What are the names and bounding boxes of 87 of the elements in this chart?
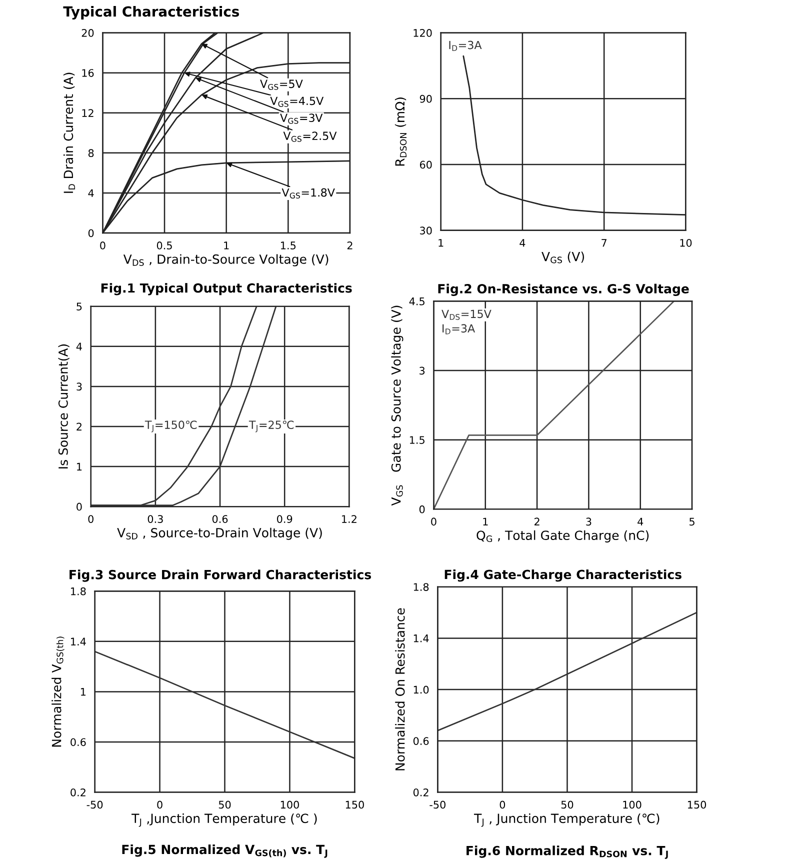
text: V$_{GS}$ Gate to Source Voltage (V): [391, 306, 404, 506]
y-tick-label: 4: [76, 342, 82, 350]
y-tick-label: 90: [420, 94, 432, 103]
x-tick-label: 100: [280, 800, 299, 809]
x-tick-label: 0: [157, 800, 162, 809]
x-tick-label: 7: [602, 239, 607, 247]
x-tick-label: 3: [586, 518, 592, 526]
y-tick-label: 1: [77, 462, 82, 470]
y-tick-label: 1.4: [414, 634, 429, 642]
x-axis-title: Q$_{G}$ , Total Gate Charge (nC): [476, 530, 649, 542]
y-tick-label: 1.0: [414, 686, 429, 694]
x-tick-label: 2: [534, 518, 540, 526]
text: Fig.5 Normalized V$_{GS(th)}$ vs. T$_{J}$: [122, 844, 328, 858]
x-tick-label: 1: [224, 242, 229, 250]
y-tick-label: 1.4: [71, 638, 86, 646]
annotation: V$_{GS}$=5V: [260, 80, 303, 90]
y-tick-label: 8: [88, 149, 94, 158]
y-tick-label: 0: [76, 502, 82, 511]
x-tick-label: 1: [483, 518, 488, 526]
x-tick-label: -50: [430, 800, 446, 809]
y-tick-label: 1.8: [71, 587, 86, 596]
x-tick-label: 150: [346, 800, 364, 809]
y-tick-label: 120: [414, 29, 432, 37]
annotation: V$_{GS}$=2.5V: [283, 132, 337, 142]
text: Fig.4 Gate-Charge Characteristics: [444, 569, 682, 582]
y-tick-label: 0.2: [70, 788, 86, 796]
y-tick-label: 1.8: [414, 583, 429, 591]
text: Typical Characteristics: [63, 6, 240, 20]
x-axis-title: T$_{J}$ ,Junction Temperature (℃ ): [132, 813, 317, 827]
x-tick-label: 50: [218, 800, 231, 809]
y-tick-label: 0.2: [413, 788, 428, 796]
y-tick-label: 4.5: [409, 298, 424, 306]
y-tick-label: 16: [82, 69, 94, 77]
x-tick-label: 5: [690, 518, 694, 526]
annotation: V$_{GS}$=4.5V: [270, 96, 324, 107]
y-tick-label: 0: [419, 505, 425, 514]
annotation: V$_{DS}$=15V: [442, 310, 492, 320]
annotation: I$_{D}$=3A: [449, 40, 482, 51]
text: Fig.3 Source Drain Forward Characteristics: [70, 570, 372, 582]
x-axis-title: T$_{J}$ , Junction Temperature (℃): [474, 813, 660, 827]
annotation: V$_{GS}$=3V: [280, 114, 323, 124]
x-tick-label: -50: [86, 800, 103, 809]
x-tick-label: 150: [688, 800, 706, 809]
y-axis-title: R$_{DSON}$ (mΩ): [394, 98, 407, 166]
y-axis-title: Normalized On Resistance: [395, 608, 405, 770]
y-axis-title: Is Source Current(A): [58, 344, 70, 468]
x-tick-label: 0.9: [277, 515, 292, 523]
x-tick-label: 10: [680, 238, 692, 247]
y-tick-label: 20: [82, 29, 94, 37]
series-label: T$_{J}$=150℃: [144, 420, 197, 432]
y-tick-label: 60: [420, 160, 432, 169]
text: Fig.2 On-Resistance vs. G-S Voltage: [438, 284, 689, 296]
x-tick-label: 1: [438, 239, 444, 247]
x-tick-label: 1.5: [281, 242, 296, 250]
text: Fig.6 Normalized R$_{DSON}$ vs. T$_{J}$: [466, 846, 668, 859]
y-tick-label: 0.6: [413, 737, 429, 745]
y-tick-label: 0: [88, 229, 94, 238]
x-tick-label: 0: [500, 800, 506, 809]
x-axis-title: V$_{SD}$ , Source-to-Drain Voltage (V): [117, 528, 322, 540]
x-tick-label: 0.5: [156, 242, 172, 250]
x-axis-title: V$_{GS}$ (V): [542, 252, 584, 264]
y-tick-label: 1.5: [410, 436, 424, 444]
y-tick-label: 0.6: [70, 738, 86, 746]
text: Fig.1 Typical Output Characteristics: [101, 283, 352, 296]
y-tick-label: 4: [88, 189, 94, 197]
x-tick-label: 4: [638, 518, 644, 526]
x-tick-label: 0.3: [148, 515, 163, 523]
y-tick-label: 2: [76, 422, 82, 430]
x-tick-label: 50: [561, 800, 574, 809]
x-tick-label: 2: [347, 242, 352, 250]
x-tick-label: 4: [520, 239, 526, 247]
x-tick-label: 0: [100, 242, 106, 250]
y-axis-title: I$_{D}$ Drain Current (A): [63, 72, 76, 193]
x-tick-label: 1.2: [342, 515, 356, 523]
annotation: I$_{D}$=3A: [442, 324, 476, 334]
x-tick-label: 0.6: [212, 515, 228, 523]
x-axis-title: V$_{DS}$ , Drain-to-Source Voltage (V): [123, 254, 328, 266]
x-tick-label: 100: [623, 800, 642, 809]
y-tick-label: 5: [76, 302, 82, 310]
y-tick-label: 3: [76, 382, 82, 391]
y-tick-label: 30: [420, 226, 432, 235]
series-label: T$_{J}$=25℃: [248, 420, 294, 432]
y-tick-label: 3: [420, 366, 425, 375]
y-tick-label: 1: [80, 688, 86, 696]
annotation: V$_{GS}$=1.8V: [282, 188, 335, 198]
y-axis-title: Normalized V$_{GS(th)}$: [52, 636, 64, 747]
y-tick-label: 12: [82, 109, 94, 117]
